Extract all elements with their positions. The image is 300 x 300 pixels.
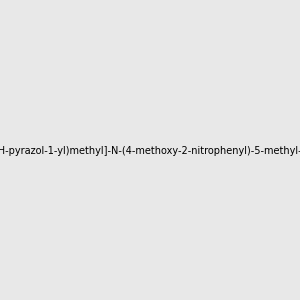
Text: 4-[(3,5-dimethyl-4-nitro-1H-pyrazol-1-yl)methyl]-N-(4-methoxy-2-nitrophenyl)-5-m: 4-[(3,5-dimethyl-4-nitro-1H-pyrazol-1-yl…	[0, 146, 300, 157]
